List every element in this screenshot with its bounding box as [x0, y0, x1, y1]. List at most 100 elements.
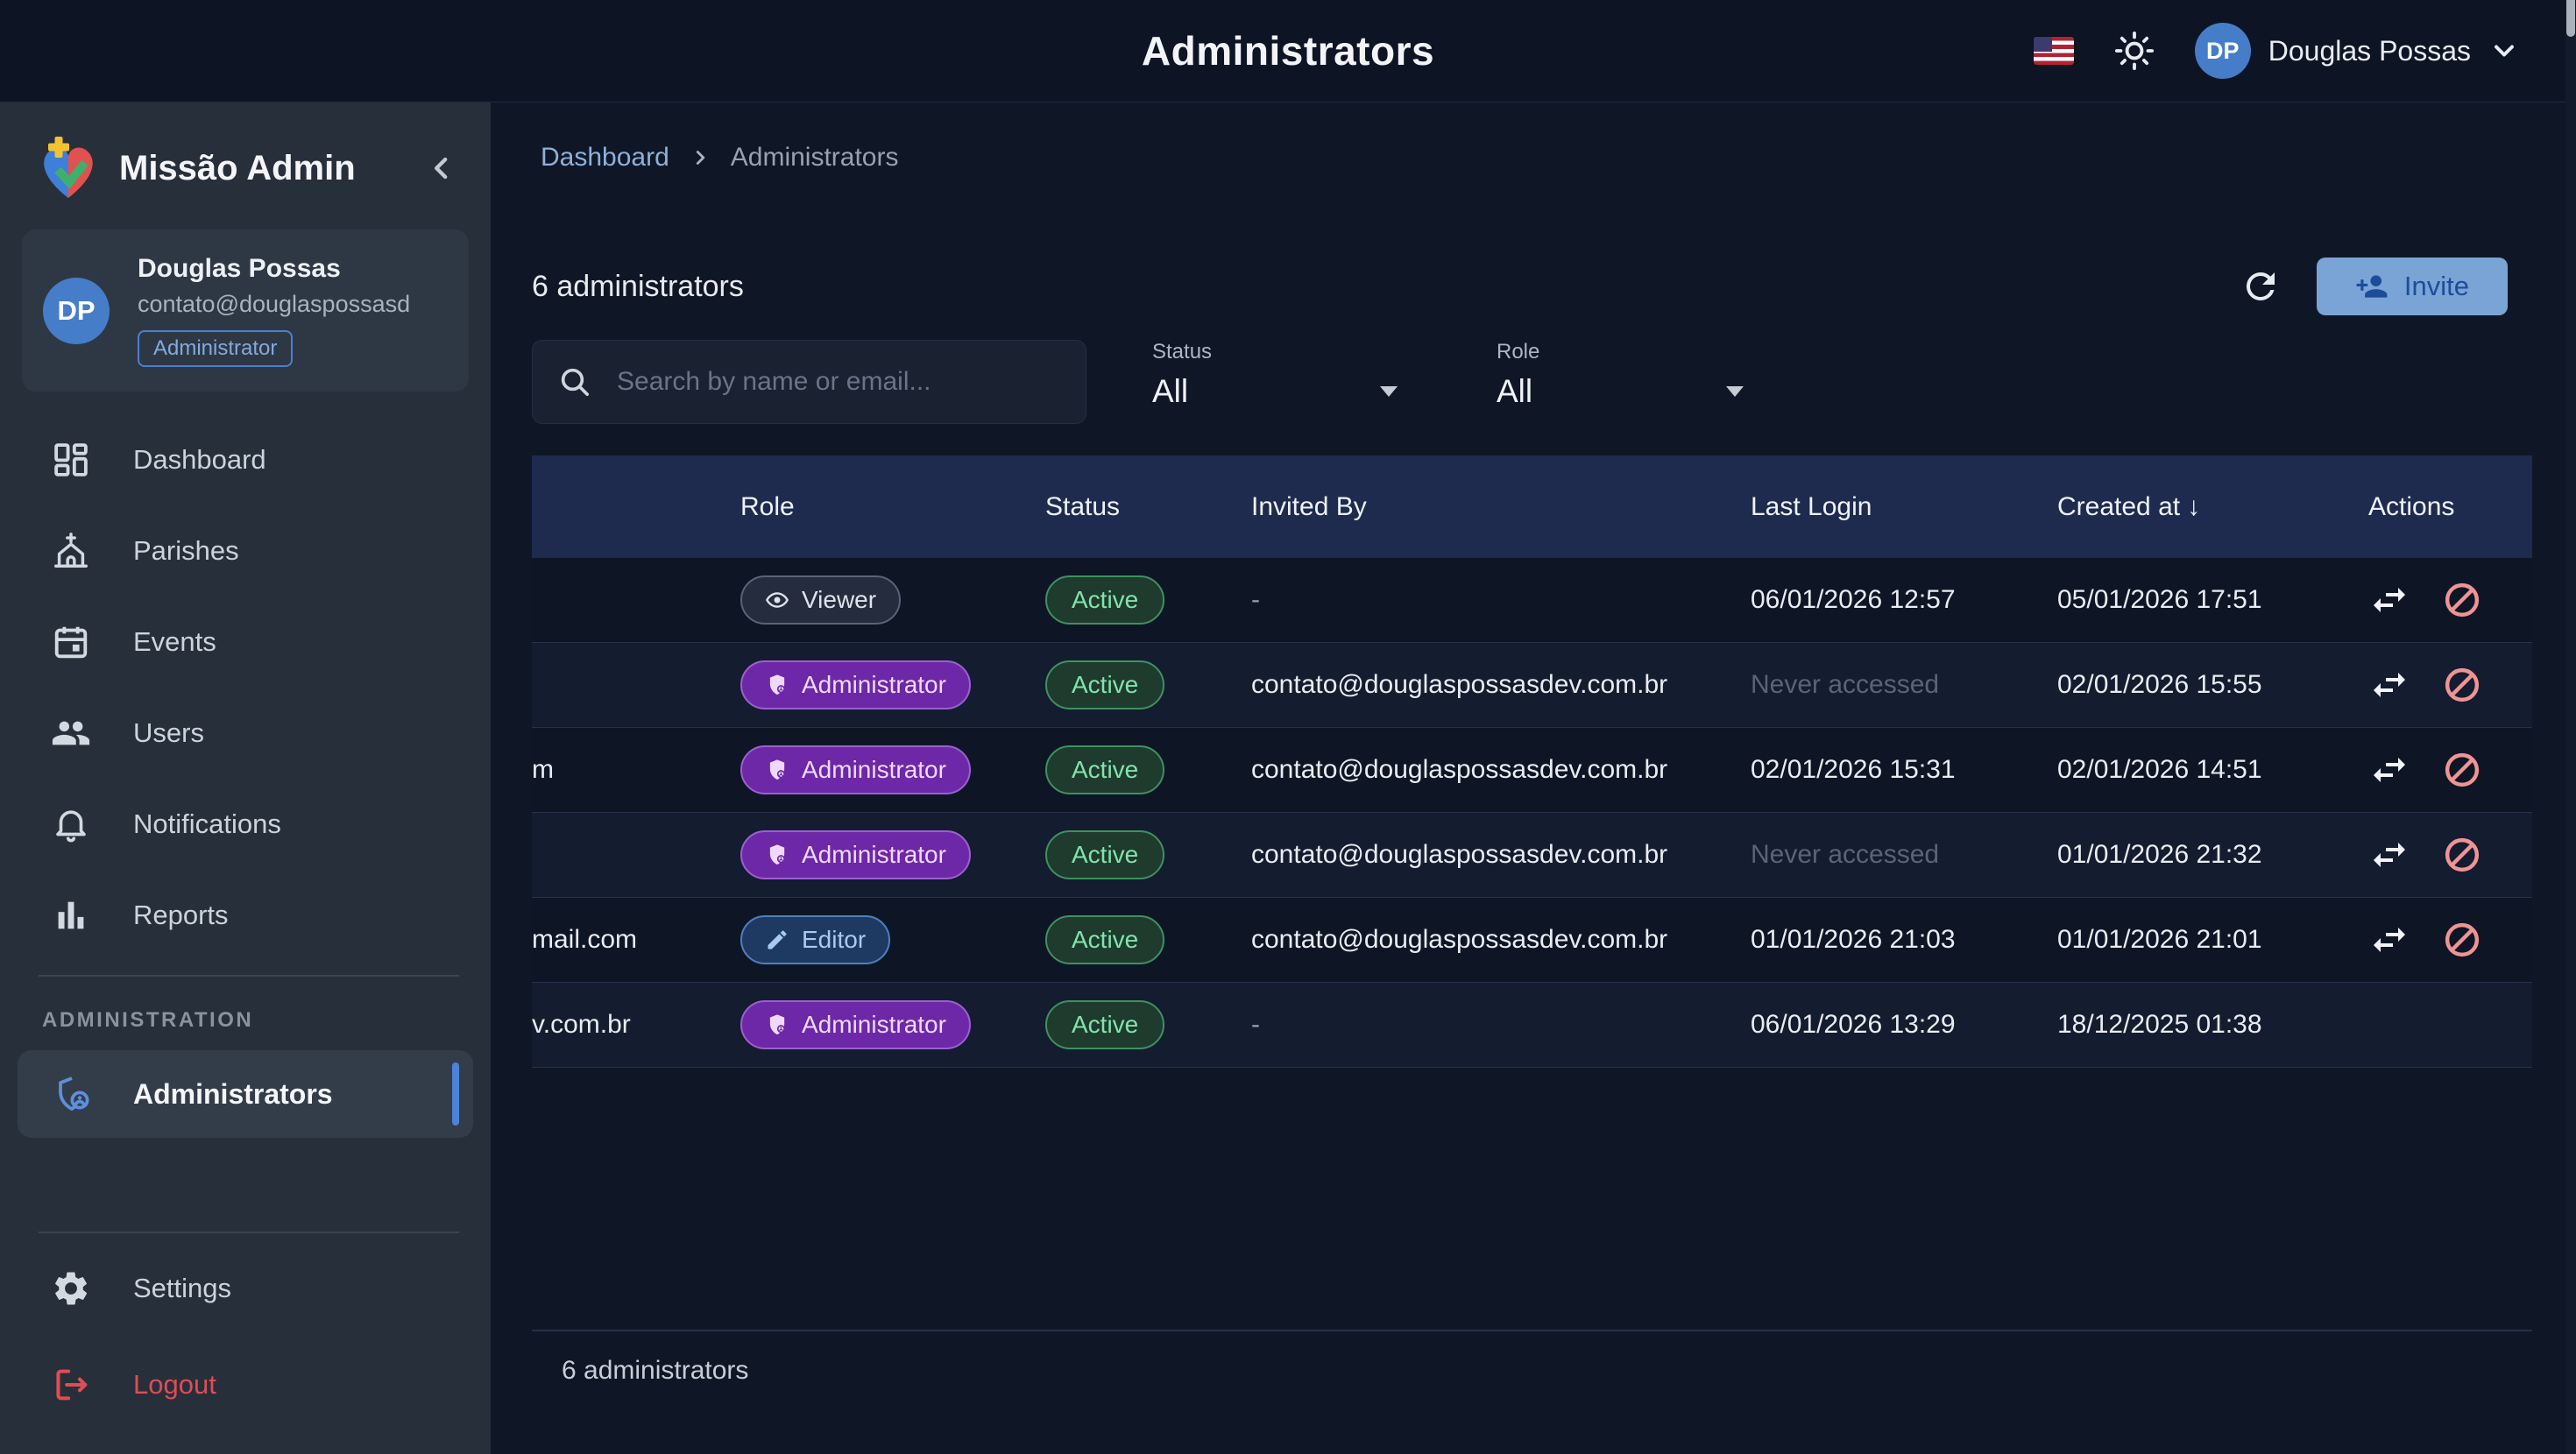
last-login-cell: 01/01/2026 21:03 — [1751, 925, 1956, 954]
language-flag-us[interactable] — [2033, 37, 2074, 65]
main-content: Dashboard Administrators 6 administrator… — [491, 102, 2576, 1454]
table-row[interactable]: Administrator Active contato@douglasposs… — [532, 643, 2532, 728]
block-icon — [2442, 920, 2482, 960]
church-icon — [51, 531, 91, 571]
users-icon — [51, 713, 91, 753]
swap-arrows-icon — [2368, 919, 2410, 961]
sidebar-divider — [39, 975, 459, 977]
created-at-cell: 05/01/2026 17:51 — [2057, 585, 2262, 614]
page-title: Administrators — [1141, 28, 1435, 74]
table-footer: 6 administrators — [532, 1330, 2532, 1386]
transfer-role-button[interactable] — [2368, 919, 2410, 961]
role-badge: Administrator — [740, 1000, 971, 1049]
admin-count: 6 administrators — [532, 269, 744, 303]
sidebar-item-settings[interactable]: Settings — [0, 1240, 491, 1337]
status-badge: Active — [1045, 830, 1165, 879]
invite-button[interactable]: Invite — [2316, 258, 2508, 315]
vertical-scrollbar[interactable] — [2565, 0, 2576, 1454]
shield-icon — [765, 1013, 789, 1037]
admin-name-cell: m — [532, 755, 554, 784]
search-input[interactable] — [615, 366, 1061, 398]
user-name: Douglas Possas — [2268, 34, 2471, 67]
column-header-role[interactable]: Role — [740, 491, 795, 521]
invited-by-cell: contato@douglaspossasdev.com.br — [1251, 840, 1668, 869]
chart-icon — [51, 895, 91, 935]
invited-by-cell: contato@douglaspossasdev.com.br — [1251, 755, 1668, 784]
eye-icon — [765, 588, 789, 612]
breadcrumb-current: Administrators — [730, 143, 899, 172]
last-login-cell: 02/01/2026 15:31 — [1751, 755, 1956, 784]
created-at-cell: 01/01/2026 21:01 — [2057, 925, 2262, 954]
actions-cell — [2368, 579, 2532, 621]
status-cell: Active — [1045, 915, 1251, 964]
search-icon — [557, 364, 592, 399]
invited-by-cell: - — [1251, 1010, 1260, 1039]
invite-label: Invite — [2403, 271, 2469, 301]
sidebar-item-parishes[interactable]: Parishes — [0, 505, 491, 596]
block-icon — [2442, 835, 2482, 875]
invited-by-cell: contato@douglaspossasdev.com.br — [1251, 670, 1668, 699]
scrollbar-thumb[interactable] — [2566, 0, 2575, 37]
table-row[interactable]: mail.com Editor Active contato@douglaspo… — [532, 898, 2532, 983]
role-badge: Editor — [740, 915, 891, 964]
swap-arrows-icon — [2368, 834, 2410, 876]
administrators-table: Role Status Invited By Last Login Create… — [532, 455, 2532, 1068]
transfer-role-button[interactable] — [2368, 834, 2410, 876]
filter-value: All — [1152, 373, 1189, 409]
calendar-icon — [51, 622, 91, 662]
role-cell: Administrator — [740, 1000, 1045, 1049]
table-row[interactable]: m Administrator Active contato@douglaspo… — [532, 728, 2532, 813]
block-button[interactable] — [2442, 835, 2482, 875]
status-badge: Active — [1045, 915, 1165, 964]
sidebar-item-logout[interactable]: Logout — [0, 1337, 491, 1433]
role-cell: Administrator — [740, 660, 1045, 709]
refresh-button[interactable] — [2240, 265, 2282, 307]
sidebar-collapse-button[interactable] — [424, 151, 459, 186]
status-badge: Active — [1045, 575, 1165, 625]
breadcrumb-link-dashboard[interactable]: Dashboard — [541, 143, 669, 172]
filter-value: All — [1497, 373, 1533, 409]
sidebar-item-reports[interactable]: Reports — [0, 870, 491, 961]
role-cell: Editor — [740, 915, 1045, 964]
column-header-invited-by[interactable]: Invited By — [1251, 491, 1367, 521]
transfer-role-button[interactable] — [2368, 664, 2410, 706]
block-button[interactable] — [2442, 580, 2482, 620]
active-indicator — [452, 1062, 459, 1126]
sidebar-item-users[interactable]: Users — [0, 688, 491, 779]
pencil-icon — [765, 928, 789, 952]
block-button[interactable] — [2442, 750, 2482, 790]
theme-toggle-button[interactable] — [2114, 31, 2155, 71]
breadcrumb: Dashboard Administrators — [532, 140, 2532, 175]
role-filter[interactable]: Role All — [1497, 340, 1744, 410]
block-button[interactable] — [2442, 920, 2482, 960]
sidebar-item-dashboard[interactable]: Dashboard — [0, 414, 491, 505]
column-header-created-at[interactable]: Created at ↓ — [2057, 491, 2201, 521]
role-badge: Administrator — [740, 660, 971, 709]
block-button[interactable] — [2442, 665, 2482, 705]
status-cell: Active — [1045, 745, 1251, 794]
status-cell: Active — [1045, 660, 1251, 709]
block-icon — [2442, 665, 2482, 705]
transfer-role-button[interactable] — [2368, 749, 2410, 791]
actions-cell — [2368, 664, 2532, 706]
table-row[interactable]: Administrator Active contato@douglasposs… — [532, 813, 2532, 898]
sidebar-item-label: Reports — [133, 900, 229, 930]
sidebar-user-card[interactable]: DP Douglas Possas contato@douglaspossasd… — [22, 229, 469, 392]
status-filter[interactable]: Status All — [1152, 340, 1398, 410]
sidebar-item-label: Notifications — [133, 808, 281, 839]
sidebar-item-notifications[interactable]: Notifications — [0, 779, 491, 870]
sidebar-item-events[interactable]: Events — [0, 596, 491, 688]
dashboard-icon — [51, 440, 91, 480]
table-row[interactable]: v.com.br Administrator Active - 06/01/20… — [532, 983, 2532, 1068]
column-header-last-login[interactable]: Last Login — [1751, 491, 1872, 521]
dropdown-caret-icon — [1380, 386, 1398, 397]
table-row[interactable]: Viewer Active - 06/01/2026 12:57 05/01/2… — [532, 558, 2532, 643]
brand-name: Missão Admin — [119, 148, 356, 187]
last-login-cell: Never accessed — [1751, 840, 1940, 869]
transfer-role-button[interactable] — [2368, 579, 2410, 621]
swap-arrows-icon — [2368, 749, 2410, 791]
column-header-status[interactable]: Status — [1045, 491, 1121, 521]
status-badge: Active — [1045, 745, 1165, 794]
sidebar-item-administrators[interactable]: Administrators — [18, 1050, 473, 1138]
user-menu[interactable]: DP Douglas Possas — [2194, 23, 2520, 79]
